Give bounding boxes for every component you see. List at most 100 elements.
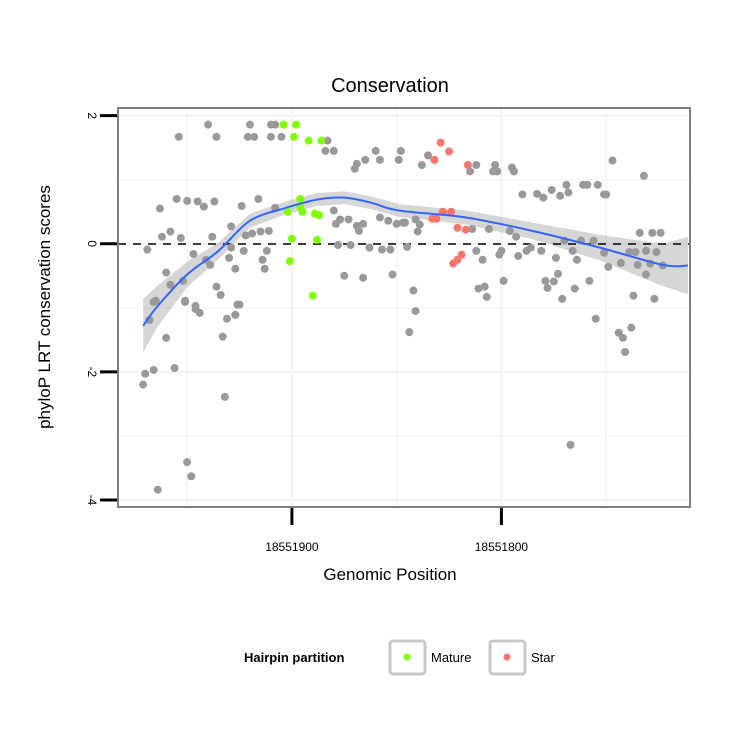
data-point-other: [583, 180, 592, 189]
data-point-other: [593, 180, 602, 189]
data-point-other: [233, 300, 242, 309]
data-point-mature: [313, 235, 322, 244]
x-tick-label: 18551900: [265, 540, 319, 554]
data-point-other: [388, 270, 397, 279]
data-point-mature: [290, 132, 298, 141]
data-point-other: [371, 146, 380, 155]
y-axis-ticks: 2 0 -2 -4: [85, 112, 117, 506]
data-point-other: [484, 225, 493, 234]
data-point-other: [166, 227, 175, 236]
data-point-other: [206, 260, 215, 269]
data-point-mature: [296, 194, 305, 203]
data-point-other: [227, 222, 236, 231]
data-point-other: [405, 328, 414, 337]
data-point-other: [602, 190, 611, 199]
data-point-other: [141, 369, 150, 378]
data-point-other: [608, 156, 617, 165]
data-point-other: [556, 191, 565, 200]
data-point-other: [216, 291, 225, 300]
data-point-other: [392, 219, 401, 228]
data-point-other: [478, 255, 487, 264]
data-point-other: [174, 132, 183, 141]
data-point-star: [430, 155, 439, 164]
data-point-other: [639, 171, 648, 180]
data-point-other: [491, 161, 500, 169]
data-point-other: [411, 307, 420, 316]
data-point-other: [537, 246, 546, 255]
data-point-other: [246, 120, 254, 129]
legend-dot-star: [503, 653, 511, 661]
data-point-other: [359, 273, 368, 282]
data-point-other: [512, 232, 521, 241]
data-point-other: [260, 264, 269, 273]
data-point-other: [543, 283, 552, 292]
data-point-mature: [283, 207, 292, 216]
data-point-other: [220, 392, 229, 401]
data-point-other: [650, 294, 659, 303]
data-point-other: [212, 282, 221, 291]
data-point-other: [533, 189, 542, 198]
data-point-other: [648, 228, 657, 237]
legend-title: Hairpin partition: [244, 650, 344, 665]
data-point-other: [554, 269, 562, 278]
data-point-other: [204, 120, 213, 129]
data-point-other: [256, 227, 265, 236]
data-point-other: [158, 232, 166, 241]
data-point-other: [621, 348, 630, 357]
data-point-other: [572, 255, 581, 264]
data-point-other: [384, 216, 393, 225]
data-point-other: [375, 213, 384, 222]
legend-label-star: Star: [531, 650, 556, 665]
data-point-star: [436, 138, 445, 147]
data-point-other: [629, 291, 638, 300]
data-point-other: [510, 167, 518, 176]
data-point-other: [642, 270, 650, 279]
x-axis-ticks: 18551900 18551800: [265, 508, 528, 554]
legend: Hairpin partition Mature Star: [244, 639, 556, 676]
data-point-other: [570, 284, 579, 293]
data-point-other: [212, 132, 221, 141]
data-point-other: [600, 248, 609, 257]
data-point-other: [344, 215, 353, 224]
data-point-star: [453, 223, 462, 232]
confidence-ribbon: [143, 191, 688, 353]
data-point-other: [162, 333, 171, 342]
scatter-points: [139, 120, 667, 494]
data-point-other: [493, 167, 502, 176]
chart-title: Conservation: [331, 75, 449, 97]
data-point-other: [149, 365, 158, 374]
data-point-mature: [317, 136, 326, 145]
legend-dot-mature: [403, 653, 411, 661]
x-tick-label: 18551800: [475, 540, 529, 554]
data-point-other: [413, 227, 422, 236]
data-point-other: [656, 228, 665, 237]
data-point-other: [243, 132, 252, 141]
data-point-other: [566, 440, 575, 449]
data-point-other: [424, 151, 433, 160]
data-point-other: [591, 314, 600, 323]
data-point-other: [258, 255, 267, 264]
data-point-other: [394, 155, 403, 164]
data-point-other: [329, 146, 338, 155]
legend-label-mature: Mature: [431, 650, 471, 665]
data-point-other: [225, 253, 234, 262]
data-point-other: [627, 323, 636, 332]
data-point-other: [248, 229, 257, 238]
data-point-other: [231, 264, 240, 273]
y-tick-label: -4: [85, 495, 99, 506]
data-point-other: [187, 472, 196, 481]
data-point-other: [409, 286, 418, 295]
data-point-other: [551, 253, 560, 262]
data-point-other: [514, 251, 523, 260]
legend-item-star: Star: [488, 639, 556, 676]
confidence-band: [143, 191, 688, 353]
data-point-other: [340, 271, 349, 280]
y-tick-label: -2: [85, 367, 99, 378]
data-point-star: [461, 225, 470, 234]
data-point-other: [155, 204, 164, 213]
data-point-other: [183, 196, 192, 205]
data-point-other: [193, 197, 202, 206]
data-point-other: [149, 298, 158, 307]
data-point-other: [195, 308, 204, 317]
data-point-other: [396, 146, 405, 155]
